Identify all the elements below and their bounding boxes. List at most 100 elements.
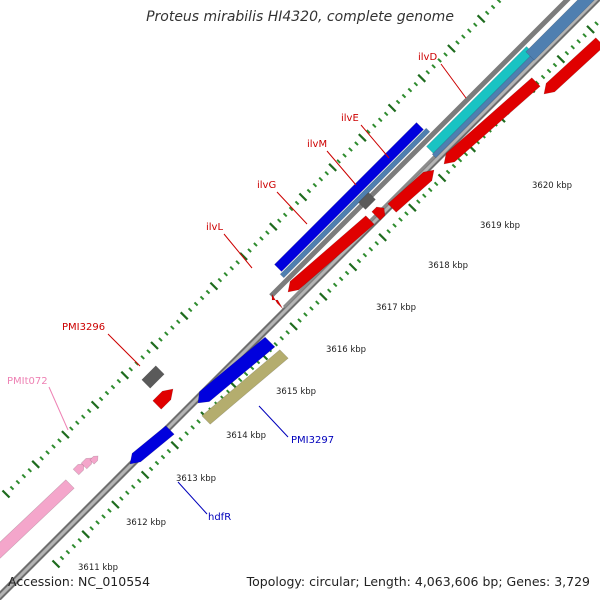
minor-tick bbox=[229, 265, 235, 271]
minor-tick bbox=[576, 39, 581, 44]
minor-tick bbox=[362, 252, 368, 258]
minor-tick bbox=[496, 0, 502, 4]
minor-tick bbox=[437, 58, 442, 63]
ilvL-arrowhead bbox=[271, 293, 284, 310]
major-tick bbox=[556, 54, 566, 64]
minor-tick bbox=[243, 371, 249, 377]
minor-tick bbox=[540, 74, 546, 80]
minor-tick bbox=[490, 4, 496, 10]
major-tick bbox=[319, 292, 328, 301]
ilvM-reverse-gene bbox=[371, 206, 386, 221]
minor-tick bbox=[534, 80, 540, 86]
scale-label: 3617 kbp bbox=[376, 303, 416, 313]
major-tick bbox=[476, 14, 486, 24]
minor-tick bbox=[110, 384, 116, 390]
minor-tick bbox=[297, 318, 302, 323]
ilvL-leader-line bbox=[223, 233, 253, 269]
minor-tick bbox=[401, 93, 407, 99]
major-tick bbox=[90, 400, 100, 410]
minor-tick bbox=[451, 163, 457, 169]
hdfR-leader-line bbox=[177, 481, 208, 515]
ilvG-cds-band bbox=[279, 127, 431, 279]
scale-label: 3612 kbp bbox=[126, 518, 166, 528]
minor-tick bbox=[344, 270, 350, 276]
minor-tick bbox=[184, 431, 189, 436]
minor-tick bbox=[170, 325, 175, 330]
PMIt072-leader-line bbox=[48, 386, 69, 431]
minor-tick bbox=[148, 466, 154, 472]
minor-tick bbox=[461, 34, 466, 39]
minor-tick bbox=[318, 176, 324, 182]
minor-tick bbox=[546, 68, 552, 74]
minor-tick bbox=[95, 520, 100, 525]
minor-tick bbox=[368, 246, 374, 252]
minor-tick bbox=[166, 448, 172, 454]
scale-label: 3616 kbp bbox=[326, 345, 366, 355]
minor-tick bbox=[466, 28, 472, 34]
minor-tick bbox=[124, 490, 130, 496]
minor-tick bbox=[582, 33, 587, 38]
minor-tick bbox=[392, 223, 397, 228]
minor-tick bbox=[326, 288, 332, 294]
minor-tick bbox=[80, 414, 86, 420]
PMI3296-leader-line bbox=[107, 333, 141, 367]
major-tick bbox=[387, 103, 397, 113]
major-tick bbox=[447, 44, 456, 53]
minor-tick bbox=[39, 456, 44, 461]
minor-tick bbox=[9, 485, 15, 491]
minor-tick bbox=[484, 10, 490, 16]
major-tick bbox=[81, 530, 90, 539]
minor-tick bbox=[445, 169, 451, 175]
major-tick bbox=[150, 341, 159, 350]
minor-tick bbox=[247, 248, 252, 253]
major-tick bbox=[31, 460, 40, 469]
minor-tick bbox=[431, 64, 436, 69]
major-tick bbox=[437, 173, 447, 183]
genome-summary-text: Topology: circular; Length: 4,063,606 bp… bbox=[246, 574, 590, 589]
minor-tick bbox=[315, 300, 320, 305]
minor-tick bbox=[306, 188, 312, 194]
major-tick bbox=[179, 311, 189, 321]
minor-tick bbox=[27, 467, 33, 473]
minor-tick bbox=[259, 236, 264, 241]
major-tick bbox=[61, 430, 70, 439]
minor-tick bbox=[594, 21, 599, 26]
minor-tick bbox=[101, 514, 106, 519]
minor-tick bbox=[276, 218, 282, 224]
minor-tick bbox=[407, 87, 413, 93]
minor-tick bbox=[309, 306, 314, 311]
minor-tick bbox=[140, 355, 145, 360]
minor-tick bbox=[119, 496, 124, 501]
major-tick bbox=[269, 222, 278, 231]
minor-tick bbox=[223, 271, 229, 277]
major-tick bbox=[51, 559, 61, 569]
minor-tick bbox=[395, 99, 401, 105]
minor-tick bbox=[386, 229, 391, 234]
minor-tick bbox=[265, 230, 270, 235]
major-tick bbox=[348, 262, 358, 272]
minor-tick bbox=[354, 141, 359, 146]
minor-tick bbox=[570, 44, 576, 50]
minor-tick bbox=[51, 444, 56, 449]
minor-tick bbox=[59, 555, 65, 561]
minor-tick bbox=[457, 157, 463, 163]
minor-tick bbox=[154, 460, 160, 466]
minor-tick bbox=[57, 438, 62, 443]
major-tick bbox=[408, 203, 417, 212]
major-tick bbox=[239, 252, 248, 261]
ilvD-reverse-gene bbox=[443, 77, 541, 165]
minor-tick bbox=[374, 240, 380, 246]
PMI3297-forward-gene bbox=[197, 336, 276, 404]
PMI3297-label: PMI3297 bbox=[291, 435, 334, 446]
minor-tick bbox=[332, 282, 338, 288]
hdfR-forward-gene bbox=[129, 425, 175, 465]
major-tick bbox=[140, 470, 150, 480]
scale-label: 3613 kbp bbox=[176, 474, 216, 484]
minor-tick bbox=[178, 436, 184, 442]
minor-tick bbox=[235, 260, 240, 265]
minor-tick bbox=[416, 199, 421, 204]
minor-tick bbox=[303, 312, 308, 317]
minor-tick bbox=[288, 206, 294, 212]
